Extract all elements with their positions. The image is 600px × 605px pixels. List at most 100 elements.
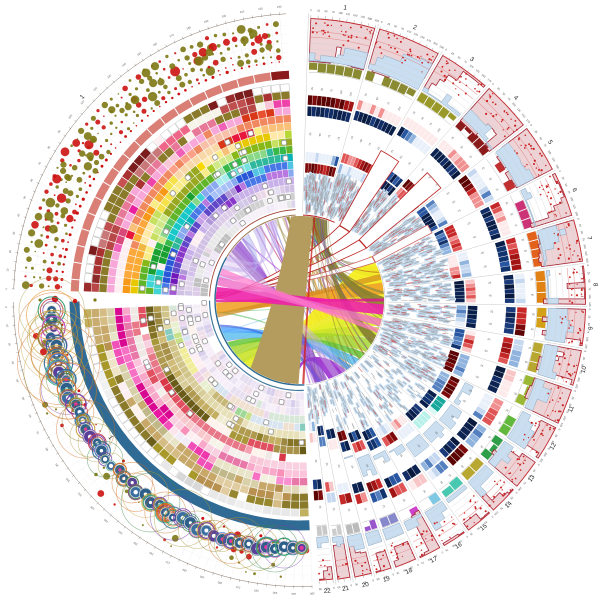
svg-text:100: 100: [569, 196, 574, 202]
svg-text:50: 50: [489, 177, 493, 181]
svg-text:10: 10: [5, 268, 9, 272]
svg-text:25: 25: [362, 580, 366, 585]
svg-text:25: 25: [532, 469, 537, 474]
svg-text:0: 0: [583, 350, 587, 353]
svg-text:80: 80: [44, 447, 49, 452]
svg-text:-25: -25: [479, 364, 484, 368]
svg-text:50: 50: [318, 587, 322, 591]
svg-text:25: 25: [468, 456, 473, 461]
svg-text:225: 225: [439, 44, 445, 50]
svg-text:125: 125: [574, 384, 579, 390]
svg-text:75: 75: [469, 155, 474, 159]
svg-text:75: 75: [522, 481, 527, 486]
svg-text:175: 175: [426, 38, 432, 44]
svg-text:190: 190: [203, 19, 209, 24]
svg-text:-25: -25: [365, 463, 369, 468]
svg-text:50: 50: [498, 421, 502, 425]
svg-text:-75: -75: [457, 209, 462, 214]
svg-text:125: 125: [572, 204, 577, 210]
svg-text:130: 130: [103, 518, 109, 524]
svg-text:60: 60: [27, 413, 32, 418]
svg-text:80: 80: [46, 144, 51, 149]
svg-text:18: 18: [405, 567, 415, 576]
svg-text:30: 30: [10, 360, 15, 364]
svg-text:-25: -25: [399, 453, 404, 458]
svg-text:25: 25: [521, 238, 525, 242]
svg-text:25: 25: [587, 272, 591, 276]
svg-text:100: 100: [493, 510, 499, 516]
svg-text:50: 50: [394, 24, 399, 29]
svg-text:0: 0: [440, 550, 444, 554]
svg-text:100: 100: [583, 244, 588, 250]
svg-text:50: 50: [524, 249, 528, 253]
svg-text:220: 220: [258, 6, 263, 11]
svg-text:225: 225: [374, 18, 380, 23]
svg-text:50: 50: [524, 361, 528, 365]
svg-text:50: 50: [354, 582, 358, 587]
svg-text:75: 75: [581, 237, 586, 241]
svg-text:50: 50: [504, 501, 509, 506]
svg-text:-25: -25: [434, 431, 439, 436]
svg-text:-25: -25: [350, 135, 354, 140]
svg-text:160: 160: [148, 551, 154, 557]
svg-text:-25: -25: [382, 459, 387, 464]
svg-text:75: 75: [546, 446, 551, 451]
svg-text:1: 1: [106, 434, 114, 441]
svg-text:25: 25: [343, 584, 347, 588]
svg-text:25: 25: [582, 357, 587, 361]
svg-text:25: 25: [363, 507, 367, 511]
svg-text:170: 170: [169, 33, 175, 39]
svg-text:75: 75: [444, 548, 449, 553]
svg-text:100: 100: [469, 63, 475, 69]
svg-text:75: 75: [463, 59, 468, 64]
svg-text:125: 125: [538, 458, 544, 464]
svg-text:50: 50: [587, 323, 591, 327]
svg-text:25: 25: [317, 9, 321, 13]
svg-text:100: 100: [64, 477, 70, 483]
svg-text:0: 0: [371, 578, 374, 582]
svg-text:50: 50: [376, 96, 380, 100]
svg-text:100: 100: [67, 113, 73, 119]
svg-text:-50: -50: [359, 138, 363, 143]
svg-text:160: 160: [152, 41, 158, 47]
svg-text:25: 25: [587, 315, 591, 319]
svg-text:-50: -50: [451, 200, 456, 205]
svg-text:50: 50: [22, 195, 27, 200]
svg-text:25: 25: [496, 86, 501, 91]
svg-text:50: 50: [321, 87, 324, 91]
svg-text:25: 25: [433, 554, 438, 559]
svg-text:75: 75: [526, 261, 530, 265]
svg-text:125: 125: [559, 422, 565, 428]
svg-text:25: 25: [332, 508, 335, 512]
svg-text:0: 0: [529, 123, 533, 127]
svg-text:30: 30: [11, 231, 16, 235]
svg-text:12: 12: [548, 441, 558, 451]
svg-text:200: 200: [221, 13, 227, 18]
svg-text:-50: -50: [472, 235, 477, 239]
svg-text:25: 25: [448, 474, 452, 479]
svg-text:50: 50: [510, 212, 514, 216]
svg-text:50: 50: [580, 230, 585, 234]
svg-text:-25: -25: [480, 251, 485, 255]
svg-text:15: 15: [479, 522, 489, 532]
svg-text:150: 150: [585, 258, 590, 263]
svg-text:220: 220: [253, 588, 259, 593]
svg-text:110: 110: [79, 99, 85, 105]
svg-text:1: 1: [343, 4, 348, 12]
svg-text:25: 25: [509, 496, 514, 501]
svg-text:100: 100: [437, 127, 442, 133]
svg-text:25: 25: [412, 111, 416, 115]
svg-text:25: 25: [402, 499, 406, 503]
svg-text:100: 100: [397, 106, 402, 112]
svg-text:125: 125: [584, 344, 589, 349]
svg-text:50: 50: [587, 279, 591, 283]
svg-text:150: 150: [521, 113, 527, 119]
svg-text:-25: -25: [337, 136, 341, 141]
svg-text:-50: -50: [475, 375, 480, 379]
svg-text:10: 10: [5, 324, 9, 328]
svg-text:25: 25: [364, 92, 368, 96]
svg-text:-25: -25: [325, 462, 329, 467]
svg-text:50: 50: [538, 136, 543, 141]
svg-text:0: 0: [350, 583, 353, 587]
svg-text:70: 70: [37, 161, 42, 166]
